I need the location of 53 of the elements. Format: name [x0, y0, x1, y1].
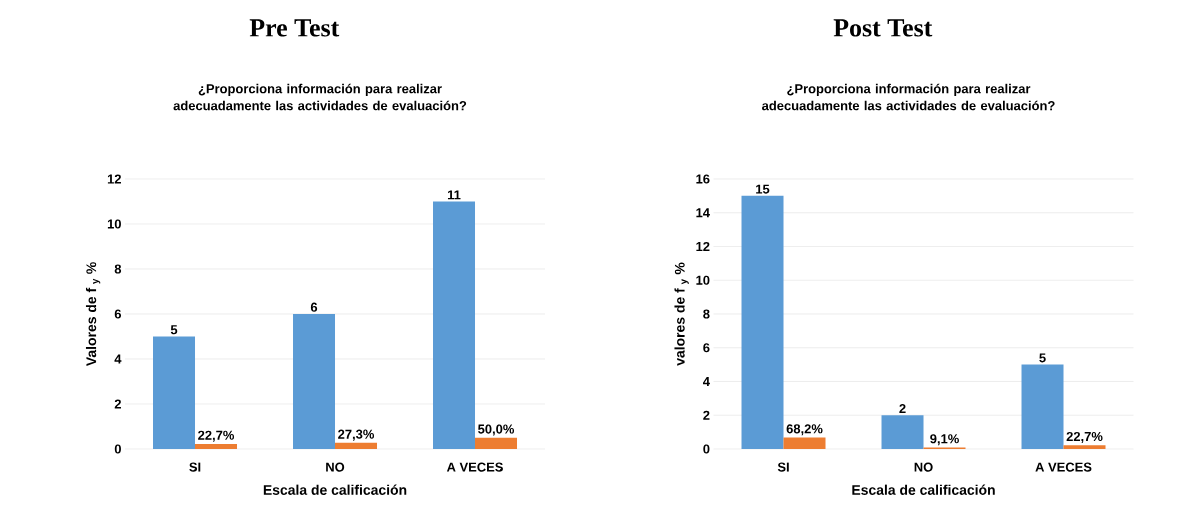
data-label: 68,2%: [786, 424, 823, 436]
data-label: 6: [310, 302, 318, 312]
x-tick-label: A VECES: [446, 462, 503, 472]
bar: [741, 195, 784, 449]
x-tick-label: NO: [914, 462, 933, 472]
y-axis-title: valores de f $_{y}$ %: [674, 262, 689, 366]
y-tick-label: 4: [702, 377, 710, 386]
y-tick-label: 6: [114, 309, 122, 319]
y-tick-label: 2: [703, 410, 710, 420]
data-label: 5: [170, 325, 178, 335]
y-tick-label: 0: [114, 444, 121, 454]
bar: [1021, 364, 1064, 449]
y-tick-label: 16: [696, 174, 710, 184]
bar: [475, 437, 518, 449]
y-tick-label: 8: [703, 309, 710, 319]
y-tick-label: 12: [107, 174, 121, 184]
x-tick-label: NO: [326, 462, 345, 472]
data-label: 22,7%: [198, 430, 235, 442]
x-axis-title: Escala de calificación: [852, 484, 995, 495]
chart-title: Post Test: [833, 19, 933, 37]
x-tick-label: SI: [777, 462, 789, 472]
bar: [153, 336, 196, 449]
y-tick-label: 8: [114, 264, 122, 274]
x-tick-label: SI: [189, 462, 201, 472]
bar: [195, 443, 238, 449]
y-tick-label: 6: [703, 343, 710, 353]
bar: [1063, 445, 1106, 449]
y-tick-label: 2: [114, 399, 121, 409]
data-label: 11: [447, 190, 461, 200]
chart-subtitle: ¿Proporciona información para realizar adecuadamente las actividades de evaluación?: [173, 83, 467, 111]
x-tick-label: A VECES: [1035, 462, 1092, 472]
bar: [293, 313, 336, 449]
data-label: 50,0%: [478, 424, 515, 436]
chart-title: Pre Test: [249, 19, 340, 37]
bar: [335, 442, 378, 449]
bar: [783, 437, 826, 449]
bar: [433, 201, 476, 449]
y-axis-title: Valores de f $_{y}$ %: [85, 262, 101, 367]
y-tick-label: 4: [114, 354, 122, 364]
x-axis-title: Escala de calificación: [263, 484, 407, 495]
data-label: 22,7%: [1066, 431, 1103, 443]
data-label: 15: [756, 184, 770, 194]
y-tick-label: 0: [703, 444, 710, 454]
y-tick-label: 10: [107, 219, 121, 229]
bar: [881, 415, 924, 449]
y-tick-label: 14: [696, 208, 710, 218]
data-label: 9,1%: [930, 434, 959, 446]
data-label: 5: [1039, 353, 1046, 363]
data-label: 27,3%: [338, 429, 375, 441]
y-tick-label: 12: [696, 241, 710, 252]
y-tick-label: 10: [696, 275, 710, 285]
data-label: 2: [899, 403, 906, 414]
chart-subtitle: ¿Proporciona información para realizar adecuadamente las actividades de evaluación?: [762, 83, 1055, 111]
